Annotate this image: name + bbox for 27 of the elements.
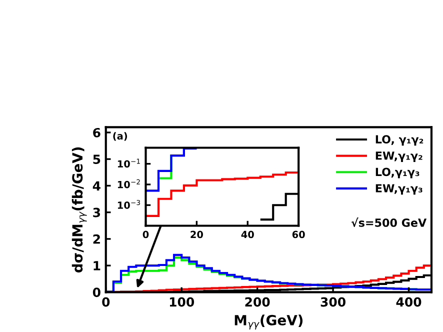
x-tick-label: 100 [170,297,194,307]
y-tick-label: 3 [93,208,100,218]
x-tick-label: 200 [245,297,270,307]
y-tick-label: 10$^{−3}$ [118,200,140,209]
x-tick-label: 400 [396,297,422,307]
y-tick-label: 6 [93,128,100,138]
x-tick-label: 60 [292,230,305,238]
legend-label: LO,γ₁γ₃ [376,168,420,178]
x-tick-label: 20 [190,230,203,238]
legend-label: EW,γ₁γ₃ [376,184,422,195]
x-tick-label: 300 [320,297,346,307]
y-tick-label: 5 [93,154,100,164]
y-tick-label: 10$^{−1}$ [118,158,140,168]
x-tick-label: 40 [241,230,254,238]
y-tick-label: 10$^{−2}$ [118,179,140,188]
y-tick-label: 0 [92,288,100,298]
legend-label: EW,γ₁γ₂ [376,152,422,162]
x-tick-label: 0 [102,297,110,307]
x-axis-title: M$_{γγ}$(GeV) [234,314,303,330]
annotation: √s=500 GeV [351,217,427,227]
y-tick-label: 2 [93,234,100,244]
y-tick-label: 4 [92,181,100,190]
y-tick-label: 1 [94,261,100,270]
annotation: (a) [113,132,127,141]
y-axis-title: dσ/dM$_{γγ}$(fb/GeV) [72,147,87,273]
x-tick-label: 0 [142,230,149,238]
legend-label: LO, γ₁γ₂ [376,135,424,146]
